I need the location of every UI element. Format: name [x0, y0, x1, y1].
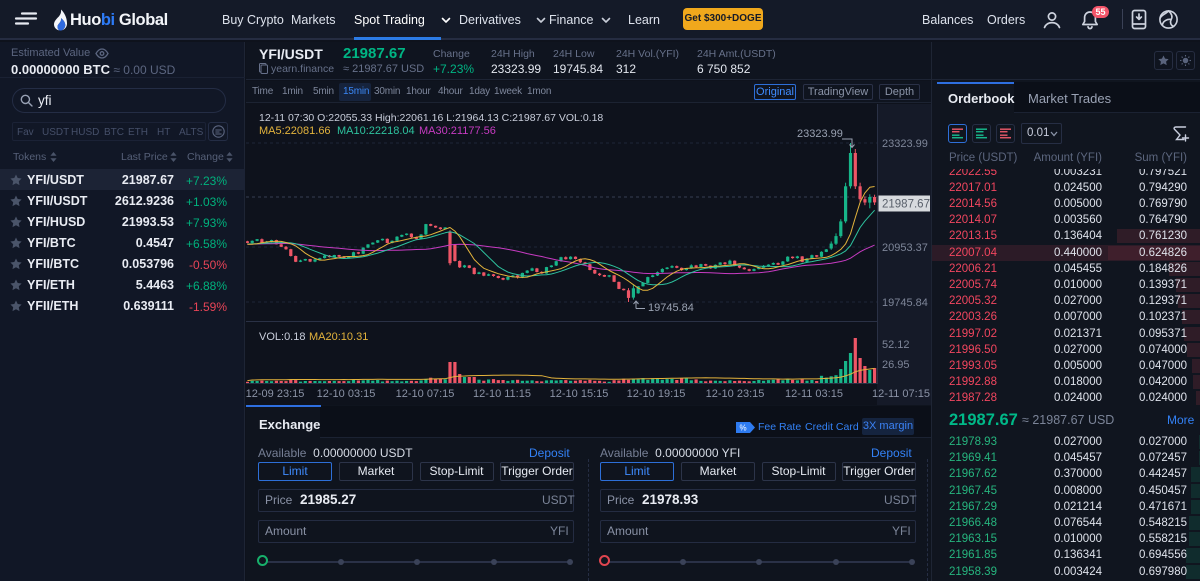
svg-text:MA30:21177.56: MA30:21177.56	[419, 125, 496, 137]
svg-text:12-10 23:15: 12-10 23:15	[706, 388, 765, 400]
svg-text:12-11 03:15: 12-11 03:15	[785, 388, 843, 400]
svg-text:12-09 23:15: 12-09 23:15	[246, 388, 304, 400]
svg-text:12-10 11:15: 12-10 11:15	[473, 388, 531, 400]
svg-text:19745.84: 19745.84	[882, 297, 928, 309]
svg-text:20953.37: 20953.37	[882, 242, 928, 254]
svg-text:23323.99: 23323.99	[797, 128, 843, 140]
svg-text:12-10 15:15: 12-10 15:15	[550, 388, 609, 400]
svg-text:MA10:22218.04: MA10:22218.04	[337, 125, 415, 137]
svg-text:12-11 07:30 O:22055.33 High:22: 12-11 07:30 O:22055.33 High:22061.16 L:2…	[259, 112, 603, 124]
svg-text:12-10 03:15: 12-10 03:15	[317, 388, 376, 400]
svg-text:12-10 07:15: 12-10 07:15	[396, 388, 455, 400]
svg-text:23323.99: 23323.99	[882, 138, 928, 150]
svg-text:MA20:10.31: MA20:10.31	[309, 331, 368, 343]
svg-text:21987.67: 21987.67	[882, 199, 930, 211]
svg-text:%: %	[739, 424, 746, 433]
svg-text:26.95: 26.95	[882, 359, 910, 371]
svg-text:VOL:0.18: VOL:0.18	[259, 331, 305, 343]
svg-text:52.12: 52.12	[882, 339, 910, 351]
svg-text:12-11 07:15: 12-11 07:15	[872, 388, 930, 400]
svg-text:MA5:22081.66: MA5:22081.66	[259, 125, 331, 137]
svg-text:19745.84: 19745.84	[648, 302, 694, 314]
svg-text:12-10 19:15: 12-10 19:15	[627, 388, 686, 400]
